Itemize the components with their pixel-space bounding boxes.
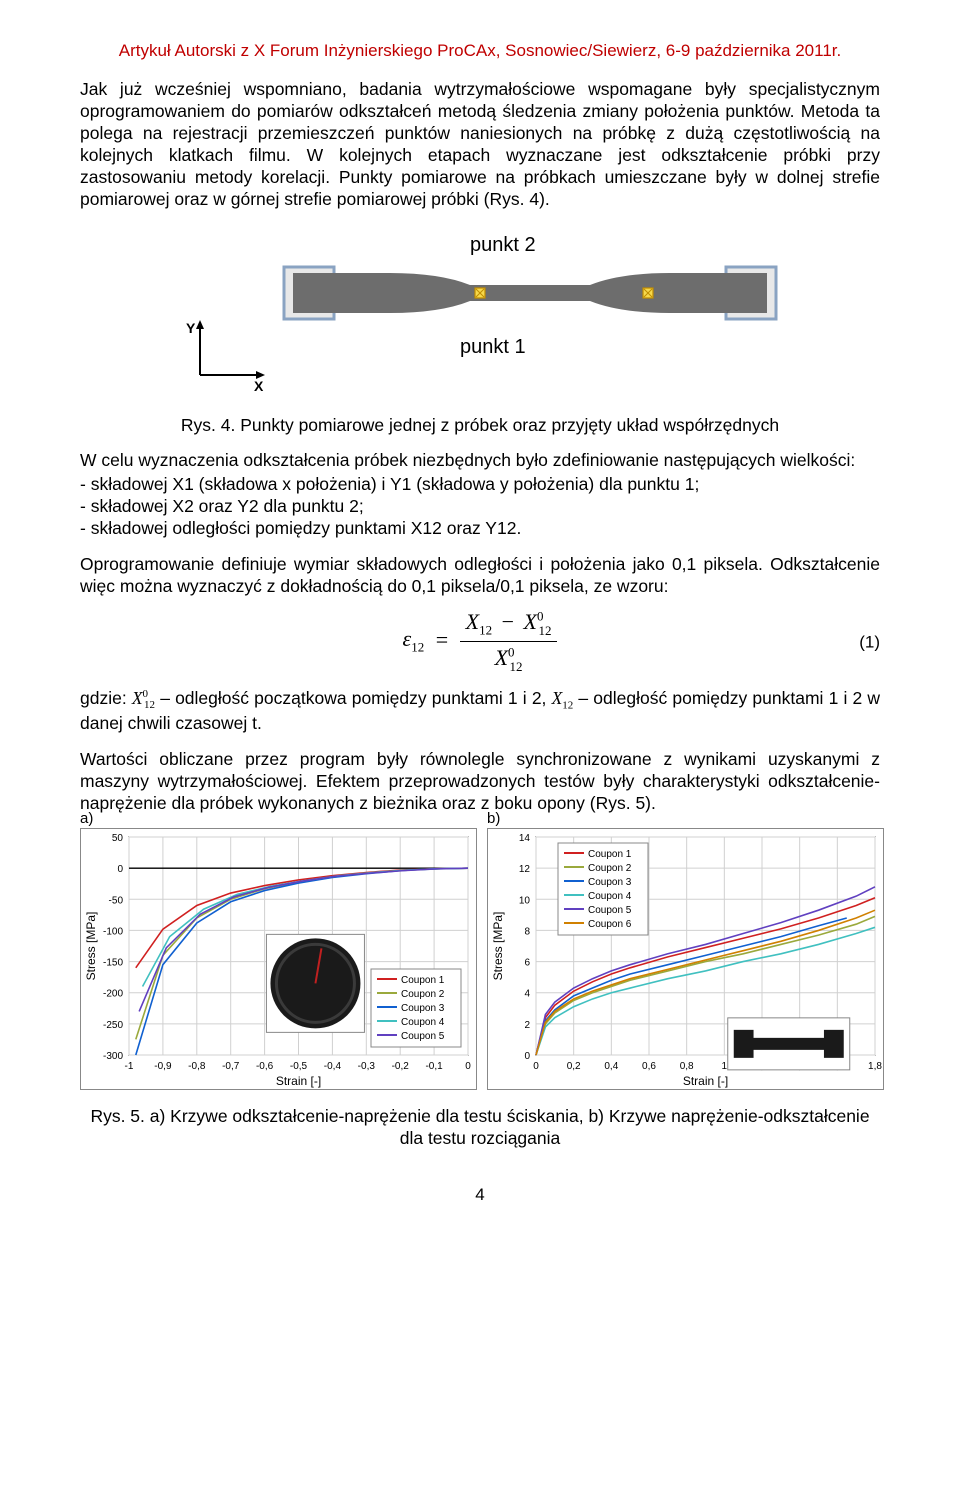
equation-1: ε12 = X12 − X012 X012 (1) <box>80 612 880 672</box>
svg-text:2: 2 <box>524 1020 530 1031</box>
svg-text:Coupon 4: Coupon 4 <box>401 1017 445 1028</box>
svg-text:-1: -1 <box>125 1061 134 1072</box>
svg-text:50: 50 <box>112 833 124 844</box>
svg-text:-0,2: -0,2 <box>392 1061 410 1072</box>
chart-b-box: b) 00,20,40,60,811,21,41,61,802468101214… <box>487 828 884 1090</box>
svg-text:4: 4 <box>524 989 530 1000</box>
svg-text:0,8: 0,8 <box>680 1061 694 1072</box>
p4-x-sub: 12 <box>562 699 573 711</box>
svg-text:-0,9: -0,9 <box>154 1061 172 1072</box>
svg-text:Coupon 3: Coupon 3 <box>588 877 632 888</box>
svg-text:-100: -100 <box>103 927 123 938</box>
p4-x0: X <box>132 688 143 708</box>
num-b-sub: 12 <box>538 623 551 638</box>
paragraph-2: W celu wyznaczenia odkształcenia próbek … <box>80 450 880 472</box>
svg-text:Coupon 2: Coupon 2 <box>401 989 445 1000</box>
bullet-item: - składowej X2 oraz Y2 dla punktu 2; <box>80 496 880 518</box>
svg-text:-0,6: -0,6 <box>256 1061 274 1072</box>
equation-number: (1) <box>859 631 880 652</box>
figure-4: Y Xpunkt 2 punkt 1 <box>80 225 880 405</box>
svg-text:Coupon 3: Coupon 3 <box>401 1003 445 1014</box>
svg-text:1: 1 <box>722 1061 728 1072</box>
num-b-sup: 0 <box>537 609 544 624</box>
bullet-list: - składowej X1 (składowa x położenia) i … <box>80 474 880 540</box>
figure-5-caption: Rys. 5. a) Krzywe odkształcenie-naprężen… <box>80 1106 880 1150</box>
num-b: X <box>524 609 537 634</box>
svg-text:6: 6 <box>524 958 530 969</box>
minus: − <box>502 609 514 634</box>
svg-text:Coupon 6: Coupon 6 <box>588 919 632 930</box>
svg-text:Strain [-]: Strain [-] <box>276 1074 321 1088</box>
svg-text:0,6: 0,6 <box>642 1061 656 1072</box>
p4-x0-sub: 12 <box>144 699 155 711</box>
svg-text:Coupon 1: Coupon 1 <box>588 849 632 860</box>
den-sub: 12 <box>510 659 523 674</box>
svg-text:-250: -250 <box>103 1020 123 1031</box>
svg-text:Y: Y <box>186 320 196 336</box>
figure-5-row: a) -1-0,9-0,8-0,7-0,6-0,5-0,4-0,3-0,2-0,… <box>80 828 880 1090</box>
figure-4-caption: Rys. 4. Punkty pomiarowe jednej z próbek… <box>80 415 880 437</box>
svg-text:Coupon 1: Coupon 1 <box>401 975 445 986</box>
paragraph-1: Jak już wcześniej wspomniano, badania wy… <box>80 79 880 210</box>
svg-text:Stress [MPa]: Stress [MPa] <box>491 912 505 981</box>
svg-text:-0,4: -0,4 <box>324 1061 342 1072</box>
svg-text:-150: -150 <box>103 958 123 969</box>
svg-text:Coupon 4: Coupon 4 <box>588 891 632 902</box>
p4-x0-sup: 0 <box>143 688 149 700</box>
bullet-item: - składowej odległości pomiędzy punktami… <box>80 518 880 540</box>
num-a: X <box>466 609 479 634</box>
svg-text:punkt 1: punkt 1 <box>460 336 526 358</box>
chart-a-svg: -1 -0,9 -0,8 -0,7 -0,6 -0,5 -0,4 -0,3 -0,2 -0,1 0 5… <box>80 828 477 1090</box>
equals: = <box>436 627 448 652</box>
page-number: 4 <box>80 1184 880 1205</box>
eps-symbol: ε <box>403 627 412 652</box>
svg-text:Coupon 5: Coupon 5 <box>401 1031 445 1042</box>
svg-text:-0,7: -0,7 <box>222 1061 240 1072</box>
svg-text:Strain [-]: Strain [-] <box>683 1074 728 1088</box>
p4-a: gdzie: <box>80 688 132 708</box>
svg-text:-0,8: -0,8 <box>188 1061 206 1072</box>
svg-text:0,2: 0,2 <box>567 1061 581 1072</box>
p4-b: – odległość początkowa pomiędzy punktami… <box>160 688 551 708</box>
svg-text:0: 0 <box>524 1051 530 1062</box>
svg-text:-50: -50 <box>109 896 124 907</box>
chart-a-box: a) -1-0,9-0,8-0,7-0,6-0,5-0,4-0,3-0,2-0,… <box>80 828 477 1090</box>
paragraph-3: Oprogramowanie definiuje wymiar składowy… <box>80 554 880 598</box>
svg-text:Stress [MPa]: Stress [MPa] <box>84 912 98 981</box>
paragraph-5: Wartości obliczane przez program były ró… <box>80 749 880 815</box>
svg-text:0: 0 <box>465 1061 471 1072</box>
svg-text:-300: -300 <box>103 1051 123 1062</box>
svg-text:Coupon 2: Coupon 2 <box>588 863 632 874</box>
chart-a-tag: a) <box>80 810 93 829</box>
eps-sub: 12 <box>411 640 424 655</box>
svg-text:-200: -200 <box>103 989 123 1000</box>
chart-b-tag: b) <box>487 810 500 829</box>
svg-text:punkt 2: punkt 2 <box>470 234 536 256</box>
svg-text:X: X <box>254 378 264 394</box>
svg-text:14: 14 <box>519 833 531 844</box>
svg-text:0,4: 0,4 <box>604 1061 618 1072</box>
svg-text:0: 0 <box>533 1061 539 1072</box>
paragraph-4: gdzie: X012 – odległość początkowa pomię… <box>80 688 880 735</box>
svg-text:1,8: 1,8 <box>868 1061 882 1072</box>
svg-text:8: 8 <box>524 927 530 938</box>
figure-4-svg: Y Xpunkt 2 punkt 1 <box>170 225 790 405</box>
den-sup: 0 <box>508 645 515 660</box>
page-header: Artykuł Autorski z X Forum Inżynierskieg… <box>80 40 880 61</box>
svg-text:-0,1: -0,1 <box>425 1061 443 1072</box>
svg-text:0: 0 <box>117 865 123 876</box>
svg-text:-0,5: -0,5 <box>290 1061 308 1072</box>
num-a-sub: 12 <box>479 623 492 638</box>
chart-b-svg: 00,20,40,60,811,21,41,61,802468101214Str… <box>487 828 884 1090</box>
bullet-item: - składowej X1 (składowa x położenia) i … <box>80 474 880 496</box>
svg-text:12: 12 <box>519 865 531 876</box>
svg-text:-0,3: -0,3 <box>358 1061 376 1072</box>
den: X <box>495 645 508 670</box>
svg-text:10: 10 <box>519 896 531 907</box>
p4-x: X <box>552 688 563 708</box>
svg-text:Coupon 5: Coupon 5 <box>588 905 632 916</box>
